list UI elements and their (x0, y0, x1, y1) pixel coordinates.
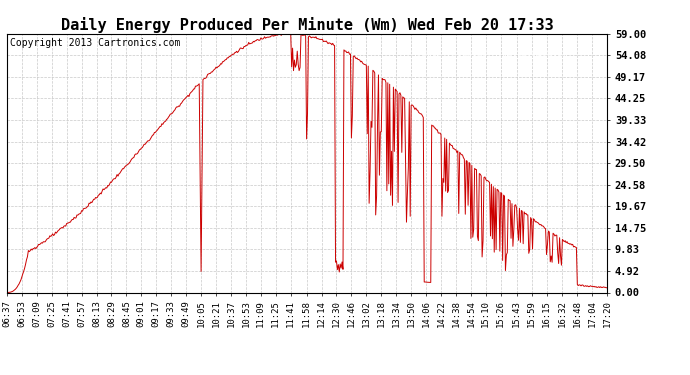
Title: Daily Energy Produced Per Minute (Wm) Wed Feb 20 17:33: Daily Energy Produced Per Minute (Wm) We… (61, 16, 553, 33)
Text: Copyright 2013 Cartronics.com: Copyright 2013 Cartronics.com (10, 38, 180, 48)
